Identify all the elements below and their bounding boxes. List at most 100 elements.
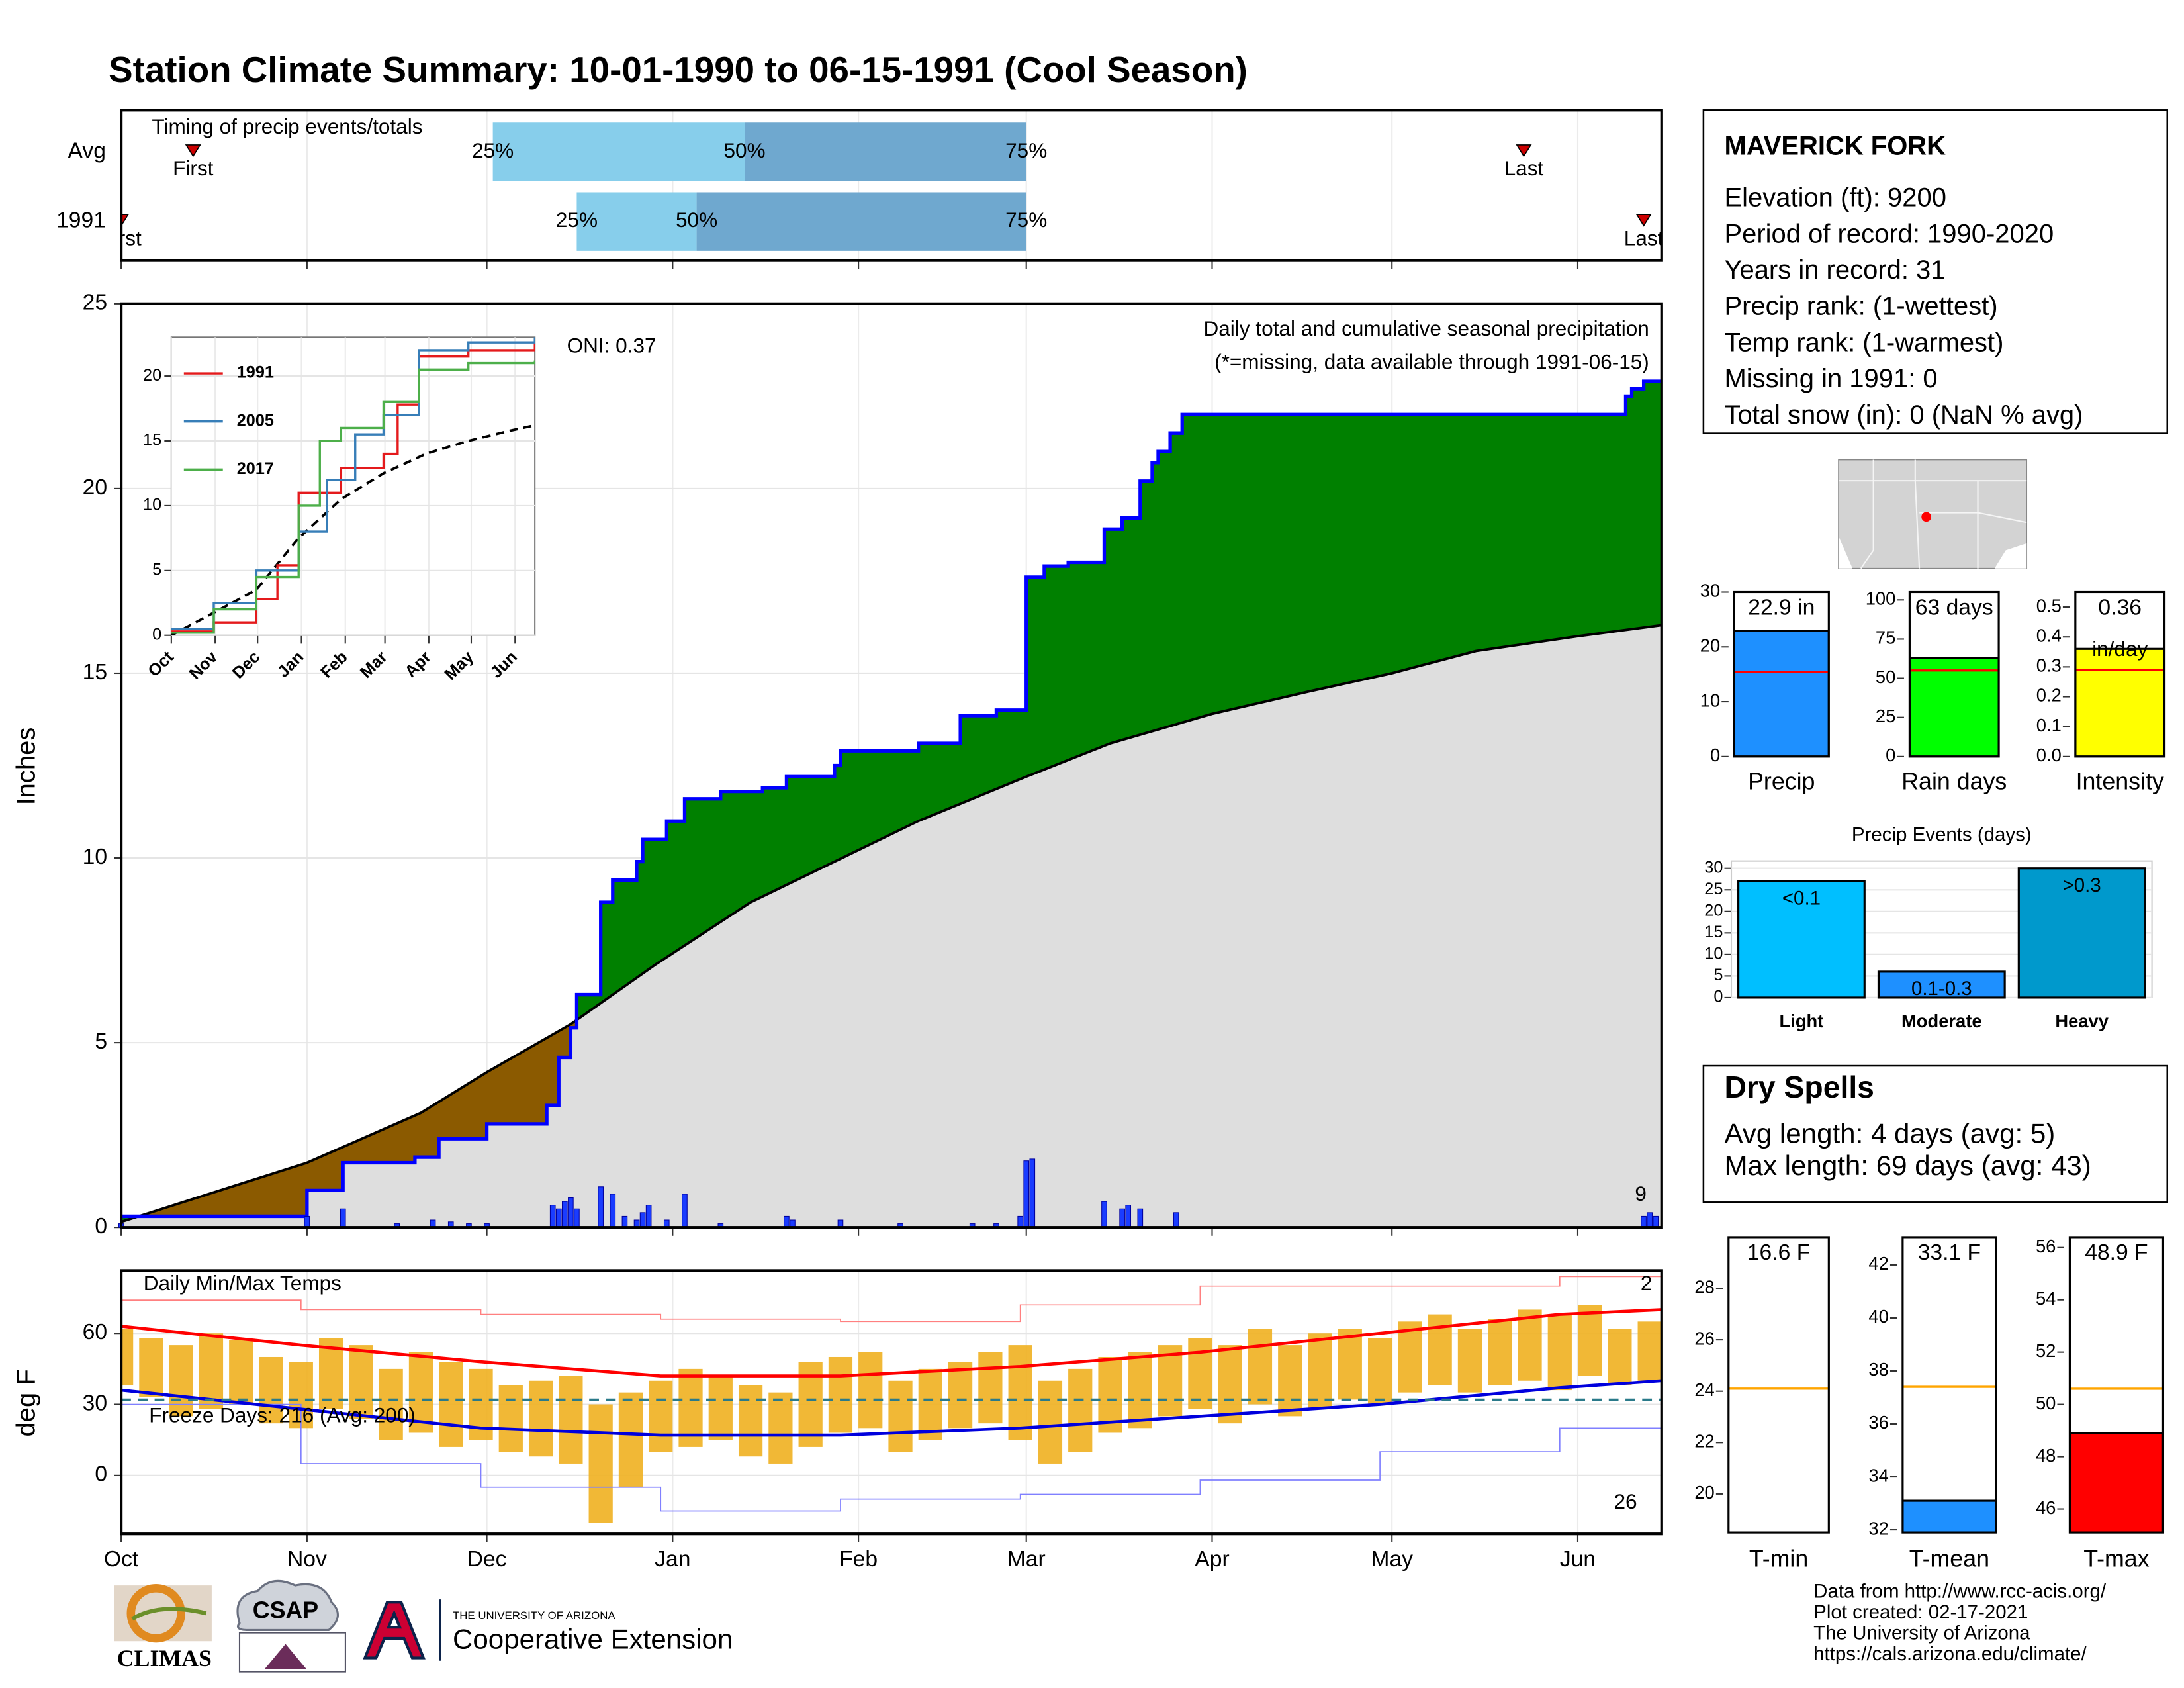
- temperature-range-bar: [828, 1356, 853, 1433]
- value-label: 16.6 F: [1747, 1241, 1810, 1265]
- bar-column-border: [1908, 590, 2000, 758]
- percentile-label: 75%: [1005, 138, 1047, 162]
- timing-bar: [492, 122, 745, 181]
- count-label: 2: [1641, 1271, 1653, 1295]
- bar-marks: [1909, 657, 1999, 757]
- temperature-range-bar: [888, 1380, 913, 1452]
- y-tick-label: 20: [1694, 1482, 1714, 1503]
- bar: [2075, 647, 2165, 757]
- legend-label: 1991: [237, 363, 274, 382]
- temperature-range-bar: [1398, 1321, 1422, 1393]
- y-tick-label: 100: [1866, 588, 1896, 609]
- bar-column-border: [2074, 590, 2166, 758]
- y-tick-label: 15: [83, 660, 107, 684]
- y-tick-label: 54: [2036, 1288, 2056, 1309]
- y-tick-label: 0.4: [2036, 625, 2062, 645]
- y-axis-label: Inches: [12, 727, 41, 806]
- temperature-range-bar: [229, 1340, 253, 1405]
- temperature-range-bar: [1518, 1309, 1542, 1381]
- y-tick-label: 30: [1700, 581, 1720, 601]
- panel-border: [119, 302, 1663, 1229]
- record-min-line: [121, 1403, 1662, 1512]
- station-info: Years in record: 31: [1724, 256, 1945, 285]
- event-label: Last: [1624, 226, 1664, 250]
- y-tick-label: 30: [83, 1391, 107, 1415]
- y-tick-label: 20: [1700, 635, 1720, 655]
- y-tick-label: 0: [152, 625, 161, 643]
- event-label: First: [101, 226, 142, 250]
- y-tick-label: 25: [83, 291, 107, 315]
- temperature-range-bar: [858, 1352, 883, 1429]
- temperature-range-bar: [978, 1352, 1003, 1424]
- bar: [2070, 1432, 2163, 1533]
- bar: [1734, 630, 1829, 757]
- percentile-label: 25%: [556, 208, 598, 232]
- bar-label: <0.1: [1782, 887, 1821, 909]
- y-tick-label: 24: [1694, 1380, 1714, 1400]
- daily-precip-bar: [1017, 1215, 1023, 1228]
- y-tick-label: 26: [1694, 1328, 1714, 1348]
- daily-precip-bar: [1173, 1212, 1179, 1228]
- y-tick-label: 75: [1876, 628, 1895, 648]
- dry-spells-info: Max length: 69 days (avg: 43): [1724, 1150, 2091, 1181]
- temperature-range-bar: [1158, 1345, 1183, 1417]
- daily-precip-bar: [598, 1186, 604, 1228]
- y-tick-label: 56: [2036, 1236, 2056, 1256]
- temperature-marks: [121, 1272, 1662, 1523]
- y-tick-label: 50: [2036, 1393, 2056, 1413]
- temperature-range-bar: [1547, 1314, 1572, 1391]
- x-tick-label: Precip: [1748, 768, 1815, 794]
- avg-max-line: [121, 1308, 1662, 1378]
- temperature-range-bar: [121, 1329, 134, 1385]
- avg-min-line: [121, 1379, 1662, 1437]
- temperature-range-bar: [1218, 1345, 1242, 1424]
- timing-bar: [576, 192, 697, 251]
- temperature-range-bar: [1038, 1380, 1063, 1464]
- station-info: Total snow (in): 0 (NaN % avg): [1724, 400, 2083, 430]
- event-marker: [1635, 214, 1652, 227]
- bar-marks: [1728, 1387, 1829, 1533]
- y-tick-label: 28: [1694, 1277, 1714, 1297]
- daily-precip-bar: [574, 1208, 580, 1228]
- daily-precip-bar: [1137, 1208, 1144, 1228]
- daily-precip-bar: [1125, 1205, 1132, 1228]
- y-tick-label: 30: [1704, 858, 1723, 876]
- bar-column-border: [2068, 1236, 2165, 1534]
- event-bar: [1877, 970, 2006, 999]
- daily-precip-bar: [1647, 1212, 1653, 1228]
- y-tick-label: 15: [1704, 923, 1723, 941]
- value-label: 63 days: [1915, 596, 1993, 620]
- temperature-range-bar: [918, 1368, 942, 1440]
- dry-spells-box: [1702, 1064, 2169, 1203]
- x-tick-label: Intensity: [2076, 768, 2164, 794]
- x-tick-label: Feb: [839, 1547, 878, 1571]
- count-label: 26: [1614, 1489, 1637, 1513]
- dry-spells-title: Dry Spells: [1724, 1070, 1874, 1104]
- daily-precip-bar: [1641, 1215, 1647, 1228]
- y-tick-label: 0: [1886, 745, 1895, 765]
- locator-map: [1838, 459, 2028, 569]
- series-line: [171, 360, 535, 634]
- y-tick-label: 10: [83, 845, 107, 869]
- daily-precip-bar: [784, 1215, 790, 1228]
- station-info: Precip rank: (1-wettest): [1724, 292, 1997, 321]
- y-tick-label: 0.5: [2036, 595, 2062, 616]
- oni-annotation: ONI: 0.37: [567, 333, 657, 357]
- daily-precip-bar: [645, 1205, 652, 1228]
- daily-precip-bar: [1029, 1158, 1036, 1228]
- y-tick-label: 0.3: [2036, 655, 2062, 676]
- timing-rows: 25% 50% 75% First Last 25% 50% 75% First Last Timi…: [101, 115, 1664, 251]
- x-tick-label: Oct: [104, 1547, 139, 1571]
- map-borders: [1839, 459, 2027, 569]
- average-line: [120, 624, 1662, 1223]
- bar-column-border: [1733, 590, 1830, 758]
- y-tick-label: 40: [1868, 1306, 1888, 1327]
- dry-spells-info: Avg length: 4 days (avg: 5): [1724, 1117, 2055, 1149]
- row-label: 1991: [56, 209, 106, 233]
- temperature-range-bar: [498, 1385, 523, 1452]
- temperature-range-bar: [1608, 1329, 1632, 1385]
- value-label: 22.9 in: [1748, 596, 1815, 620]
- csap-logo-mountain: [264, 1644, 307, 1669]
- x-tick-label: Moderate: [1901, 1011, 1982, 1031]
- value-label: 48.9 F: [2085, 1241, 2148, 1265]
